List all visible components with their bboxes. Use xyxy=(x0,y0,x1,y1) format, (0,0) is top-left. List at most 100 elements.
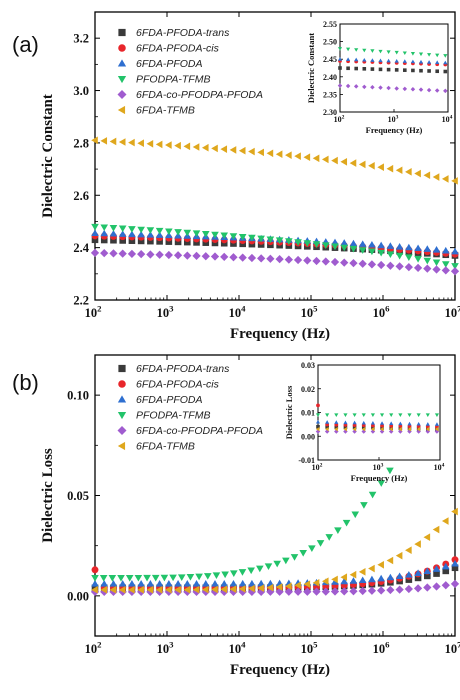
data-point xyxy=(220,585,228,594)
data-point xyxy=(91,136,98,145)
inset-data-point xyxy=(337,47,343,51)
inset-y-tick-label: 2.50 xyxy=(323,38,337,47)
inset-data-point xyxy=(334,420,339,424)
data-point xyxy=(312,241,321,248)
inset-data-point xyxy=(434,88,440,93)
data-point xyxy=(266,149,274,158)
data-point xyxy=(229,579,238,587)
data-point xyxy=(266,583,274,592)
data-point xyxy=(377,249,385,257)
data-point xyxy=(151,574,160,582)
data-point xyxy=(321,257,330,266)
inset-data-point xyxy=(410,51,415,56)
data-point xyxy=(257,235,265,243)
data-point xyxy=(349,245,358,253)
data-point xyxy=(368,491,377,499)
inset-data-point xyxy=(443,69,448,74)
data-point xyxy=(91,574,99,582)
data-point xyxy=(128,138,135,147)
x-tick-label: 103 xyxy=(157,303,175,320)
inset-data-point xyxy=(346,66,350,71)
data-point xyxy=(414,540,421,548)
y-tick-label: 2.8 xyxy=(73,136,89,150)
inset-chart: 102 103 104 -0.01 0.00 0.01 0.02 0.03 Frequency … xyxy=(284,361,445,483)
inset-data-point xyxy=(416,427,421,432)
data-point xyxy=(155,227,164,235)
data-point xyxy=(203,573,212,580)
data-point xyxy=(201,231,210,238)
data-point xyxy=(441,581,450,590)
data-point xyxy=(165,228,173,236)
inset-data-point xyxy=(410,87,416,92)
data-point xyxy=(146,250,155,259)
data-point xyxy=(433,570,440,577)
data-point xyxy=(325,534,334,541)
inset-data-point xyxy=(410,59,415,64)
inset-data-point xyxy=(402,86,408,92)
data-point xyxy=(423,257,432,265)
data-point xyxy=(321,155,329,164)
data-point xyxy=(340,573,348,581)
data-point xyxy=(143,574,151,582)
data-point xyxy=(201,579,210,587)
data-point xyxy=(395,242,404,250)
data-point xyxy=(118,230,127,237)
data-point xyxy=(405,546,412,554)
data-point xyxy=(108,574,117,582)
data-point xyxy=(156,238,163,245)
inset-data-point xyxy=(315,427,320,432)
legend-label: 6FDA-PFODA-trans xyxy=(136,363,230,375)
inset-data-point xyxy=(398,421,403,426)
data-point xyxy=(238,569,247,576)
inset-data-point xyxy=(354,57,359,62)
data-point xyxy=(368,575,376,583)
inset-y-tick-label: 2.55 xyxy=(323,20,337,29)
data-point xyxy=(386,585,395,595)
data-point xyxy=(340,587,349,596)
inset-data-point xyxy=(386,67,391,72)
data-point xyxy=(238,585,246,593)
data-point xyxy=(128,586,135,594)
data-point xyxy=(423,264,432,273)
data-point xyxy=(294,239,302,246)
data-point xyxy=(395,585,404,594)
data-points xyxy=(90,136,460,276)
data-point xyxy=(192,143,200,151)
data-point xyxy=(451,559,459,567)
data-point xyxy=(432,565,441,572)
inset-data-point xyxy=(394,86,399,91)
data-point xyxy=(91,223,99,231)
data-point xyxy=(137,250,146,259)
data-point xyxy=(441,175,449,183)
data-point xyxy=(100,249,109,258)
legend-marker xyxy=(117,105,126,115)
data-point xyxy=(275,150,283,158)
data-point xyxy=(257,584,264,592)
data-point xyxy=(99,574,108,582)
inset-y-tick-label: 0.00 xyxy=(301,432,315,441)
series-6FDA-PFODA xyxy=(91,229,459,255)
inset-data-point xyxy=(434,422,440,426)
data-point xyxy=(117,574,125,582)
inset-data-point xyxy=(338,66,342,70)
data-point xyxy=(109,580,118,587)
data-point xyxy=(294,581,301,590)
data-point xyxy=(118,249,127,258)
legend-marker xyxy=(117,426,127,435)
data-point xyxy=(220,252,229,261)
inset-data-point xyxy=(418,87,424,92)
data-point xyxy=(211,144,218,153)
x-tick-label: 102 xyxy=(85,639,102,656)
data-point xyxy=(404,584,413,594)
data-point xyxy=(173,251,183,260)
inset-data-point xyxy=(370,67,375,71)
legend-label: PFODPA-TFMB xyxy=(136,410,210,422)
data-point xyxy=(451,247,459,255)
inset-data-point xyxy=(346,57,351,62)
data-point xyxy=(321,242,330,249)
data-point xyxy=(441,261,450,268)
x-tick-label: 106 xyxy=(373,303,391,320)
inset-data-point xyxy=(425,422,430,426)
data-point xyxy=(100,229,109,237)
inset-data-point xyxy=(343,427,347,432)
